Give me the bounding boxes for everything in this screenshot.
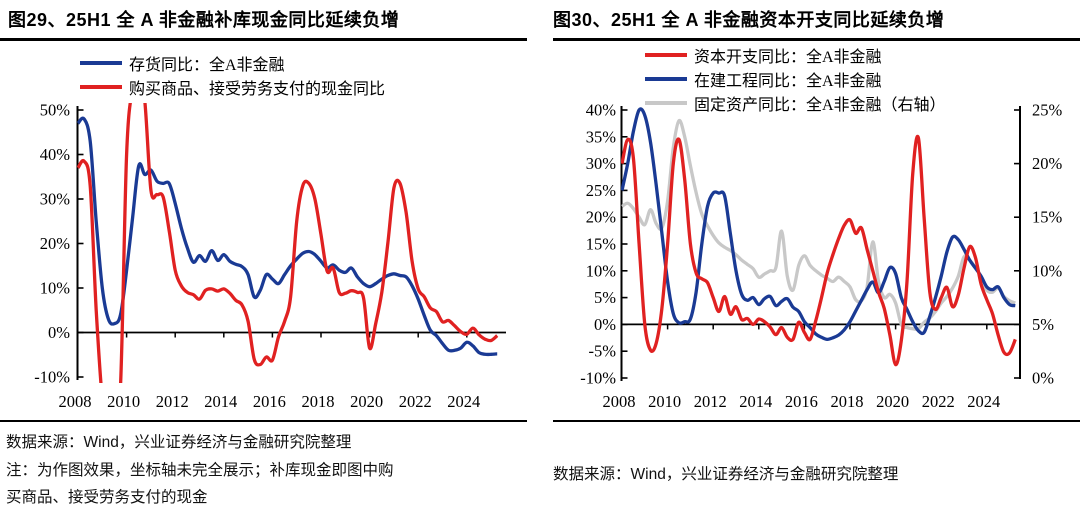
fig29-note-line-2: 买商品、接受劳务支付的现金 — [6, 489, 208, 506]
y-right-tick-label: 25% — [1032, 101, 1063, 120]
axis-labels: 50% 40% 30% 20% 10% 0% -10% 2008 2010 2012 2014 201… — [34, 101, 480, 412]
x-tick-label: 2016 — [785, 392, 818, 411]
y-tick-label: -5% — [589, 342, 617, 361]
legend-swatch-inventory_yoy — [80, 61, 122, 65]
legend-swatch-fixed_assets_yoy — [645, 101, 687, 105]
fig29-bottom-rule — [0, 420, 527, 422]
y-right-tick-label: 10% — [1032, 261, 1063, 280]
y-tick-label: 30% — [40, 190, 71, 209]
legend-item-inventory_yoy: 存货同比：全A非金融 — [80, 52, 385, 74]
y-right-tick-label: 15% — [1032, 208, 1063, 227]
fig29-chart: 50% 40% 30% 20% 10% 0% -10% 2008 2010 2012 2014 201… — [34, 101, 506, 412]
x-tick-label: 2008 — [59, 392, 92, 411]
x-tick-label: 2008 — [603, 392, 636, 411]
fig30-legend: 资本开支同比：全A非金融 在建工程同比：全A非金融固定资产同比：全A非金融（右轴） — [645, 44, 946, 114]
fig29-source-note: 数据来源：Wind，兴业证券经济与金融研究院整理 — [6, 434, 352, 451]
y-tick-label: 35% — [586, 127, 617, 146]
x-tick-label: 2014 — [739, 392, 772, 411]
y-tick-label: 40% — [586, 101, 617, 120]
y-tick-label: -10% — [580, 369, 616, 388]
fig30-chart: 40% 35% 30% 25% 20% 15% 10% 5% 0% -5% -10% 25% 20% 15… — [580, 101, 1062, 412]
series-line-cash_paid_yoy — [77, 103, 499, 383]
x-tick-label: 2014 — [204, 392, 237, 411]
legend-label-cip_yoy: 在建工程同比：全A非金融 — [694, 73, 882, 90]
x-tick-label: 2018 — [302, 392, 335, 411]
series-line-cip_yoy — [621, 107, 1016, 342]
fig29-title: 图29、25H1 全 A 非金融补库现金同比延续负增 — [8, 10, 400, 30]
x-tick-label: 2022 — [399, 392, 432, 411]
y-tick-label: -10% — [34, 368, 70, 387]
axis-labels: 40% 35% 30% 25% 20% 15% 10% 5% 0% -5% -10% 25% 20% 15… — [580, 101, 1062, 412]
legend-swatch-cip_yoy — [645, 77, 687, 81]
x-tick-label: 2016 — [253, 392, 286, 411]
y-tick-label: 20% — [40, 234, 71, 253]
x-tick-label: 2010 — [107, 392, 140, 411]
x-tick-label: 2020 — [350, 392, 383, 411]
y-tick-label: 10% — [40, 279, 71, 298]
fig30-footer: 数据来源：Wind，兴业证券经济与金融研究院整理 — [553, 461, 1078, 489]
legend-label-fixed_assets_yoy: 固定资产同比：全A非金融（右轴） — [694, 97, 946, 114]
axes — [76, 106, 506, 380]
x-tick-label: 2022 — [922, 392, 955, 411]
fig29-legend: 存货同比：全A非金融购买商品、接受劳务支付的现金同比 — [80, 52, 385, 98]
legend-item-cip_yoy: 在建工程同比：全A非金融 — [645, 68, 946, 90]
legend-swatch-cash_paid_yoy — [80, 85, 122, 89]
fig29-title-rule — [0, 38, 527, 41]
y-tick-label: 25% — [586, 181, 617, 200]
y-right-tick-label: 0% — [1032, 369, 1054, 388]
y-tick-label: 0% — [594, 315, 616, 334]
legend-item-fixed_assets_yoy: 固定资产同比：全A非金融（右轴） — [645, 92, 946, 114]
y-tick-label: 40% — [40, 145, 71, 164]
x-tick-label: 2024 — [447, 392, 480, 411]
y-tick-label: 30% — [586, 154, 617, 173]
fig29-footer: 数据来源：Wind，兴业证券经济与金融研究院整理 注：为作图效果，坐标轴未完全展… — [6, 429, 534, 512]
y-tick-label: 10% — [586, 261, 617, 280]
y-tick-label: 5% — [594, 288, 616, 307]
legend-label-cash_paid_yoy: 购买商品、接受劳务支付的现金同比 — [129, 81, 386, 98]
legend-swatch-capex_yoy — [645, 53, 687, 57]
y-right-tick-label: 5% — [1032, 315, 1054, 334]
x-tick-label: 2018 — [831, 392, 864, 411]
fig30-bottom-rule — [553, 420, 1080, 422]
series-line-inventory_yoy — [77, 116, 498, 357]
y-tick-label: 20% — [586, 208, 617, 227]
x-tick-label: 2012 — [156, 392, 189, 411]
fig29-note-line-1: 注：为作图效果，坐标轴未完全展示；补库现金即图中购 — [6, 461, 394, 479]
y-right-tick-label: 20% — [1032, 154, 1063, 173]
fig30-title-rule — [553, 38, 1080, 41]
x-tick-label: 2024 — [967, 392, 1000, 411]
fig30-source-note: 数据来源：Wind，兴业证券经济与金融研究院整理 — [553, 466, 899, 483]
fig30-title: 图30、25H1 全 A 非金融资本开支同比延续负增 — [553, 10, 945, 30]
legend-item-capex_yoy: 资本开支同比：全A非金融 — [645, 44, 946, 66]
legend-label-capex_yoy: 资本开支同比：全A非金融 — [694, 49, 882, 66]
series-line-capex_yoy — [621, 134, 1017, 367]
y-tick-label: 0% — [48, 323, 70, 342]
axes — [620, 106, 1021, 381]
legend-item-cash_paid_yoy: 购买商品、接受劳务支付的现金同比 — [80, 76, 385, 98]
y-tick-label: 50% — [40, 101, 71, 120]
x-tick-label: 2010 — [648, 392, 681, 411]
y-tick-label: 15% — [586, 235, 617, 254]
x-tick-label: 2012 — [694, 392, 727, 411]
legend-label-inventory_yoy: 存货同比：全A非金融 — [129, 57, 285, 74]
x-tick-label: 2020 — [876, 392, 909, 411]
